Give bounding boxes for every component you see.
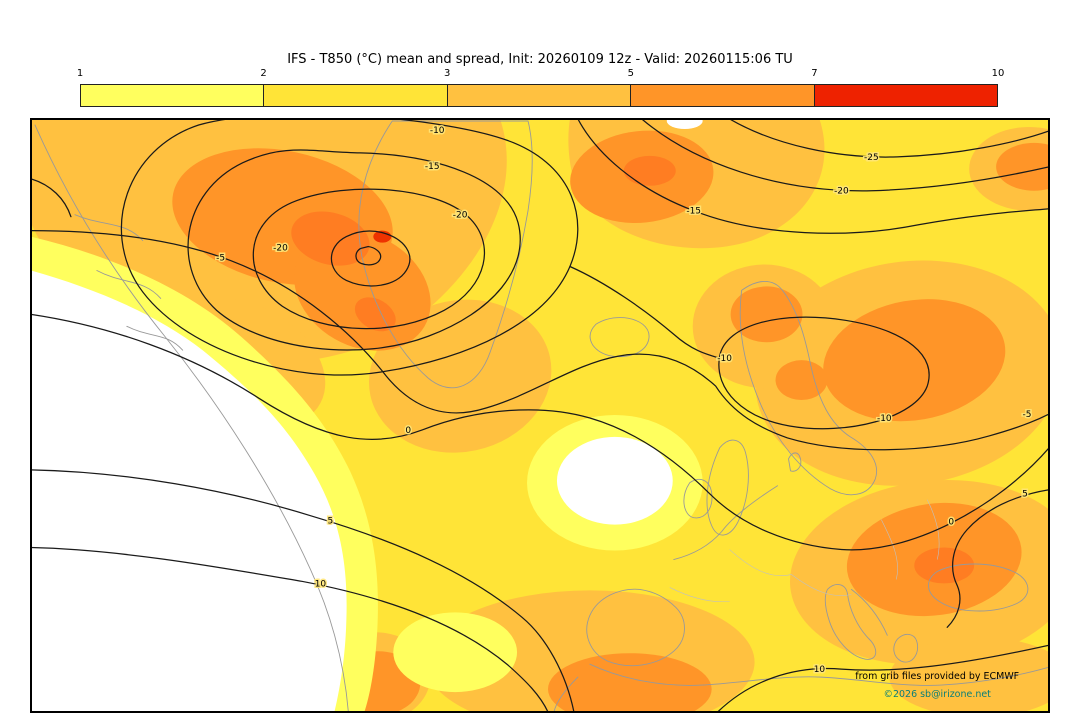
- contour-label: -15: [425, 162, 440, 172]
- contour-minus15: [577, 119, 1049, 234]
- contour-label: 0: [405, 426, 411, 436]
- map-area: -10 -15 -20 -20 -25 -20 -15 -5 -5 -10 -10 0 0 5 5 10 10 …: [30, 118, 1050, 713]
- contour-label: -5: [216, 254, 225, 264]
- colorbar-segment: [446, 85, 631, 106]
- contour-minus5: [31, 230, 1049, 451]
- north-america-coastline: [34, 124, 349, 712]
- colorbar-segment: [630, 85, 814, 106]
- colorbar-tick: 2: [260, 68, 267, 79]
- contour-label: 5: [328, 517, 334, 527]
- colorbar-tick: 10: [991, 68, 1005, 79]
- contour-label: 10: [315, 579, 327, 589]
- contour-minus10-ring: [120, 119, 579, 376]
- contour-label: -10: [717, 354, 732, 364]
- contour-label: 0: [948, 518, 954, 528]
- iceland-coastline: [589, 317, 650, 358]
- colorbar-segment: [813, 85, 998, 106]
- colorbar-segment: [263, 85, 447, 106]
- colorbar-segment: [81, 85, 264, 106]
- contour-five: [31, 469, 575, 712]
- contour-ten: [31, 546, 549, 712]
- contour-label: -25: [864, 153, 879, 163]
- colorbar-tick-labels: 1 2 3 5 7 10: [76, 68, 1005, 81]
- contour-label: -10: [877, 414, 892, 424]
- contour-label: 10: [814, 665, 826, 675]
- contour-label: -5: [1023, 410, 1032, 420]
- contour-minus20: [641, 119, 1049, 192]
- contour-minus20-ring: [252, 188, 485, 330]
- contour-label: 5: [1022, 490, 1028, 500]
- italy-coastline: [824, 584, 877, 660]
- colorbar-tick: 3: [444, 68, 451, 79]
- t850-spread-map: -10-15-20-20-25-20-15-5-5-10-1000551010 …: [31, 119, 1049, 712]
- contour-label: -20: [273, 244, 288, 254]
- colorbar-tick: 5: [627, 68, 634, 79]
- spread-shading-layer: [31, 119, 1049, 712]
- black-sea-coastline: [928, 563, 1029, 612]
- attribution-source: from grib files provided by ECMWF: [855, 671, 1019, 682]
- africa-coastline: [589, 663, 1049, 686]
- temperature-contours-layer: [31, 119, 1049, 712]
- contour-label: -10: [430, 126, 445, 136]
- europe-coastline: [673, 485, 778, 560]
- map-border: [31, 119, 1049, 712]
- greenland-coastline: [358, 120, 533, 389]
- greece-coastline: [893, 633, 919, 663]
- contour-minus15-ring: [187, 149, 521, 351]
- contour-minus10-loop: [718, 316, 930, 430]
- scandinavia-coastline: [739, 281, 877, 496]
- contour-zero: [31, 313, 1049, 551]
- contour-label: -20: [453, 211, 468, 221]
- contour-label: -20: [834, 187, 849, 197]
- contour-labels-layer: -10 -15 -20 -20 -25 -20 -15 -5 -5 -10 -10 0 0 5 5 10 10: [215, 124, 1033, 676]
- iberia-coastline: [586, 588, 685, 667]
- attribution-copyright: ©2026 sb@irizone.net: [884, 689, 992, 700]
- ireland-coastline: [683, 478, 713, 519]
- colorbar-tick: 1: [76, 68, 84, 79]
- spread-colorbar: [80, 84, 998, 107]
- colorbar-tick: 7: [811, 68, 818, 79]
- contour-label: -15: [686, 207, 701, 217]
- contour-minus25: [729, 119, 1049, 158]
- attribution: from grib files provided by ECMWF ©2026 …: [855, 671, 1019, 700]
- chart-title: IFS - T850 (°C) mean and spread, Init: 2…: [287, 52, 793, 67]
- coastlines-layer: [34, 120, 1049, 712]
- britain-coastline: [706, 439, 749, 536]
